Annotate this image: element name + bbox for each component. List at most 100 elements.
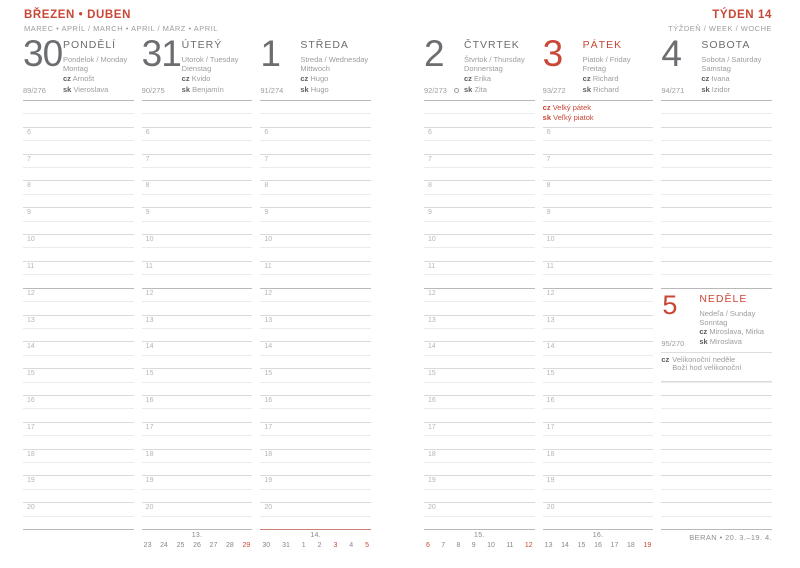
half-hour-row bbox=[661, 113, 773, 126]
hour-label: 9 bbox=[264, 209, 269, 217]
name-days: cz Erika sk Zita bbox=[464, 74, 491, 95]
hour-row: 6 bbox=[542, 126, 654, 140]
day-number: 30 bbox=[23, 33, 63, 74]
half-hour-row bbox=[23, 274, 134, 287]
half-hour-row bbox=[141, 274, 253, 287]
half-hour-row bbox=[424, 461, 535, 475]
name-days: cz Kvido sk Benjamín bbox=[182, 74, 224, 95]
half-hour-row bbox=[542, 381, 654, 395]
minical-day: 6 bbox=[426, 542, 430, 549]
sk-label: sk bbox=[542, 113, 552, 122]
half-hour-row bbox=[260, 167, 372, 180]
name-days: cz Hugo sk Hugo bbox=[300, 74, 328, 95]
minical-day: 1 bbox=[301, 542, 306, 549]
half-hour-row bbox=[424, 327, 535, 341]
hour-row: 11 bbox=[424, 260, 535, 274]
half-hour-row bbox=[424, 167, 535, 180]
hour-label: 20 bbox=[264, 504, 273, 512]
minical-week-number: 14. bbox=[310, 532, 321, 539]
week-subtitle: TÝŽDEŇ / WEEK / WOCHE bbox=[668, 24, 772, 33]
half-hour-row bbox=[542, 461, 654, 475]
half-hour-row bbox=[424, 274, 535, 287]
day-of-year: 95/270 bbox=[661, 339, 684, 348]
day-of-year: 94/271 bbox=[661, 86, 684, 95]
half-hour-row bbox=[141, 435, 253, 448]
minical-day: 10 bbox=[487, 542, 495, 549]
hour-row bbox=[23, 100, 134, 113]
hour-label: 6 bbox=[428, 128, 432, 136]
hour-row: 20 bbox=[23, 502, 134, 515]
minical-day: 30 bbox=[262, 542, 271, 549]
half-hour-row bbox=[23, 220, 134, 234]
hour-label: 14 bbox=[264, 343, 273, 351]
hour-label: 8 bbox=[145, 182, 150, 190]
hour-label: 11 bbox=[546, 262, 554, 270]
hour-label: 11 bbox=[428, 262, 436, 270]
minical-week-number: 16. bbox=[592, 532, 604, 539]
cz-name: Arnošt bbox=[72, 74, 95, 83]
minical-day: 23 bbox=[143, 542, 152, 549]
hour-label: 6 bbox=[27, 128, 31, 136]
sk-name: Benjamín bbox=[192, 84, 224, 94]
hour-label: 19 bbox=[546, 477, 555, 485]
minical-day: 19 bbox=[643, 542, 652, 549]
hour-label: 16 bbox=[264, 396, 273, 404]
half-hour-row bbox=[23, 247, 134, 260]
day-name: STŘEDA bbox=[300, 39, 349, 51]
minical-week-14: 14. 30 31 1 2 3 4 5 bbox=[260, 530, 371, 568]
hour-label: 12 bbox=[264, 289, 273, 297]
half-hour-row bbox=[141, 301, 253, 314]
hour-label: 18 bbox=[264, 450, 273, 458]
minical-day: 26 bbox=[193, 542, 201, 549]
hour-label: 18 bbox=[428, 450, 436, 458]
hour-row: 19 bbox=[542, 475, 654, 488]
half-hour-row bbox=[424, 220, 535, 234]
half-hour-row bbox=[661, 193, 773, 207]
cz-label: cz bbox=[699, 326, 708, 336]
day-of-year-value: 93/272 bbox=[542, 86, 566, 95]
half-hour-row bbox=[141, 113, 253, 126]
hour-label: 20 bbox=[546, 504, 555, 512]
hour-row: 6 bbox=[260, 126, 372, 140]
day-name: NEDĚLE bbox=[699, 292, 748, 305]
half-hour-row bbox=[542, 408, 654, 421]
half-hour-row bbox=[542, 167, 654, 180]
hour-row: 9 bbox=[141, 207, 253, 220]
day-of-year: 91/274 bbox=[260, 86, 283, 95]
minical-week-number: 13. bbox=[191, 532, 203, 539]
minical-day: 29 bbox=[242, 542, 251, 549]
hour-label: 14 bbox=[145, 343, 154, 351]
day-name-translation-de: Samstag bbox=[701, 64, 731, 73]
half-hour-row bbox=[141, 354, 253, 368]
half-hour-row bbox=[424, 113, 535, 126]
saturday-header: 4 SOBOTA Sobota / Saturday Samstag cz Iv… bbox=[661, 33, 772, 100]
half-hour-row bbox=[542, 354, 654, 368]
hour-row: 16 bbox=[141, 394, 253, 408]
half-hour-row bbox=[141, 381, 253, 395]
half-hour-row bbox=[661, 274, 773, 287]
half-hour-row bbox=[661, 435, 773, 448]
right-page-header: TÝDEN 14 TÝŽDEŇ / WEEK / WOCHE bbox=[668, 9, 772, 33]
hour-label: 11 bbox=[264, 262, 272, 270]
hour-row: 19 bbox=[141, 475, 253, 488]
hour-row: 18 bbox=[542, 448, 654, 462]
hour-label: 10 bbox=[428, 236, 436, 244]
sk-name: Izidor bbox=[711, 84, 731, 94]
hour-row: 12 bbox=[424, 287, 535, 301]
day-names: SOBOTA Sobota / Saturday Samstag bbox=[701, 39, 761, 73]
half-hour-row bbox=[141, 327, 253, 341]
day-name-translation: Sobota / Saturday bbox=[701, 55, 762, 64]
day-of-year-value: 89/276 bbox=[23, 86, 46, 95]
hour-label: 6 bbox=[546, 128, 551, 136]
day-names: ČTVRTEK Štvrtok / Thursday Donnerstag bbox=[464, 39, 525, 73]
hour-label: 10 bbox=[27, 236, 35, 244]
day-name-translation: Pondelok / Monday bbox=[63, 55, 128, 64]
hour-label: 10 bbox=[546, 236, 555, 244]
half-hour-row bbox=[661, 247, 773, 260]
name-day-sk: sk Miroslava bbox=[699, 337, 764, 348]
half-hour-row bbox=[260, 354, 372, 368]
minical-day: 14 bbox=[561, 542, 569, 549]
hour-label: 12 bbox=[27, 289, 35, 297]
day-name-translation: Nedeľa / Sunday bbox=[699, 308, 756, 318]
